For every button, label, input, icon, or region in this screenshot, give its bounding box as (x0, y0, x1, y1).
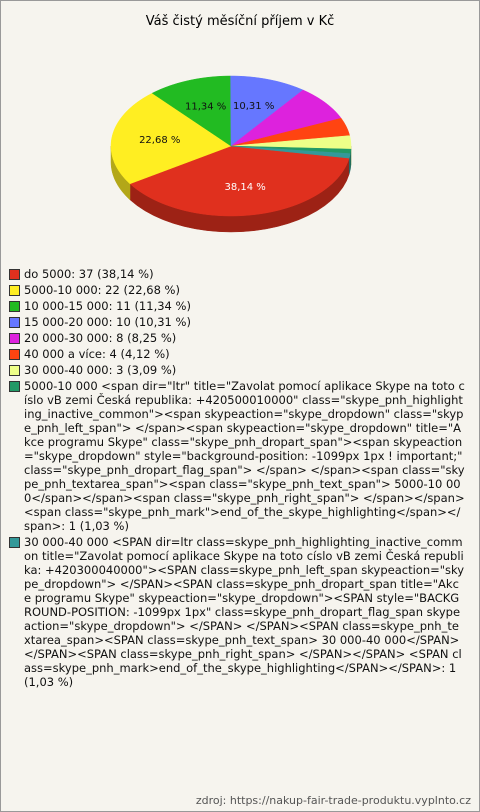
slice (230, 75, 304, 147)
legend-label: do 5000: 37 (38,14 %) (24, 267, 154, 281)
legend-entry: 15 000-20 000: 10 (10,31 %) (9, 315, 465, 329)
slice (230, 145, 351, 159)
slice (230, 89, 342, 147)
source: zdroj: https://nakup-fair-trade-produktu… (195, 794, 471, 807)
legend-label: 10 000-15 000: 11 (11,34 %) (24, 299, 191, 313)
legend-label: 5000-10 000: 22 (22,68 %) (24, 283, 180, 297)
legend-entry: 5000-10 000 <span dir="ltr" title="Zavol… (9, 379, 465, 533)
legend-label: 30 000-40 000: 3 (3,09 %) (24, 363, 177, 377)
legend-entry: 20 000-30 000: 8 (8,25 %) (9, 331, 465, 345)
slice-label: 11,34 % (185, 102, 226, 113)
chart: Váš čistý měsíční příjem v Kč 38,14 % 22,… (110, 14, 352, 233)
legend-swatch (9, 301, 20, 312)
slice (230, 117, 350, 147)
legend-label: 15 000-20 000: 10 (10,31 %) (24, 315, 191, 329)
legend-label: 20 000-30 000: 8 (8,25 %) (24, 331, 177, 345)
legend-swatch (9, 365, 20, 376)
legend-entry: 40 000 a více: 4 (4,12 %) (9, 347, 465, 361)
legend-label: 5000-10 000 <span dir="ltr" title="Zavol… (24, 379, 465, 533)
legend-swatch (9, 285, 20, 296)
legend-swatch (9, 349, 20, 360)
chart-title: Váš čistý měsíční příjem v Kč (146, 14, 335, 29)
legend-label: 40 000 a více: 4 (4,12 %) (24, 347, 170, 361)
legend-entry: 30 000-40 000 <SPAN dir=ltr class=skype_… (9, 535, 465, 689)
legend-entry: do 5000: 37 (38,14 %) (9, 267, 465, 281)
slice (151, 75, 232, 147)
slice (110, 92, 232, 185)
slice-label: 38,14 % (225, 182, 266, 193)
legend-swatch (9, 381, 20, 392)
legend: do 5000: 37 (38,14 %) 5000-10 000: 22 (22… (9, 267, 465, 691)
legend-entry: 30 000-40 000: 3 (3,09 %) (9, 363, 465, 377)
slice-label: 10,31 % (233, 101, 274, 112)
legend-swatch (9, 537, 20, 548)
slice (230, 135, 352, 150)
legend-entry: 10 000-15 000: 11 (11,34 %) (9, 299, 465, 313)
legend-swatch (9, 333, 20, 344)
legend-entry: 5000-10 000: 22 (22,68 %) (9, 283, 465, 297)
slice-label: 22,68 % (139, 135, 180, 146)
legend-label: 30 000-40 000 <SPAN dir=ltr class=skype_… (24, 535, 465, 689)
legend-swatch (9, 317, 20, 328)
legend-swatch (9, 269, 20, 280)
